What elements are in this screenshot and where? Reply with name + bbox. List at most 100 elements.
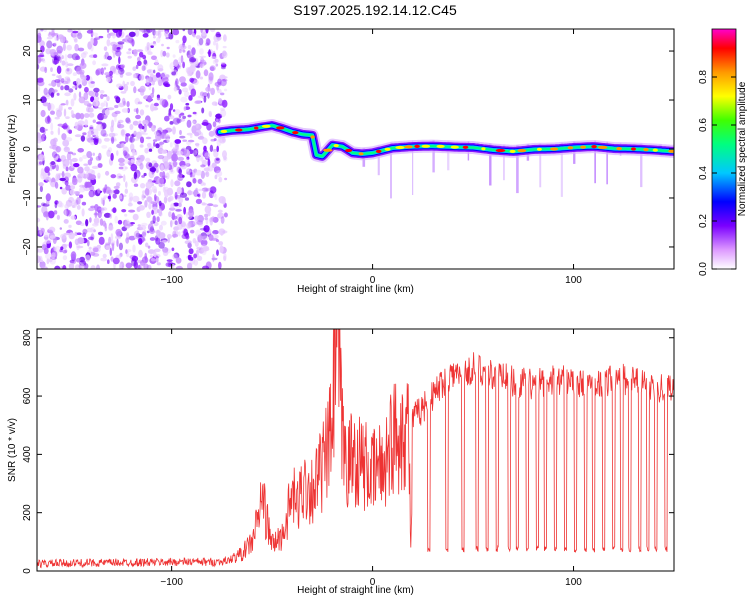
noise-speckle [82,154,88,159]
noise-speckle [40,109,46,118]
noise-speckle [153,141,156,147]
noise-speckle [152,29,156,36]
noise-speckle [201,191,207,199]
noise-speckle [163,158,169,167]
noise-speckle [80,135,86,142]
noise-speckle [59,56,62,63]
noise-speckle [82,228,88,235]
noise-speckle [95,135,99,139]
noise-speckle [62,139,70,147]
noise-speckle [213,138,217,142]
noise-speckle [40,96,47,104]
noise-speckle [114,110,121,115]
noise-speckle [176,150,184,156]
noise-speckle [136,107,139,114]
noise-speckle [49,258,56,265]
noise-speckle [87,250,93,253]
noise-speckle [156,37,161,43]
noise-speckle [154,131,159,136]
noise-speckle [106,149,111,157]
noise-speckle [172,230,177,239]
noise-speckle [139,162,144,170]
noise-speckle [150,45,154,48]
ridge-peak [567,146,574,150]
colorbar-tick-label: 0.4 [698,166,709,180]
noise-speckle [110,233,114,242]
noise-speckle [70,98,75,107]
noise-speckle [123,100,126,106]
noise-speckle [222,50,227,57]
noise-speckle [173,202,180,207]
noise-speckle [155,237,161,245]
noise-speckle [128,235,136,241]
noise-speckle [217,78,222,86]
ridge-peak [616,147,622,151]
noise-speckle [83,113,90,118]
noise-speckle [205,216,209,225]
noise-speckle [133,260,138,269]
ridge-peak [597,145,608,149]
noise-speckle [119,141,127,145]
noise-speckle [107,259,110,265]
noise-speckle [93,87,100,93]
noise-speckle [116,150,119,156]
noise-speckle [88,189,95,198]
noise-speckle [184,197,190,201]
noise-speckle [56,109,62,118]
noise-speckle [93,138,99,145]
noise-speckle [53,42,57,46]
noise-speckle [188,95,193,101]
noise-speckle [138,131,146,135]
noise-speckle [149,42,157,47]
noise-speckle [103,137,110,142]
noise-speckle [172,126,176,135]
noise-speckle [62,265,67,269]
noise-speckle [76,204,81,210]
noise-speckle [73,163,80,168]
noise-speckle [120,91,127,94]
noise-speckle [68,106,72,110]
noise-speckle [209,65,216,72]
noise-speckle [82,51,88,55]
noise-speckle [122,150,128,157]
noise-speckle [159,177,166,185]
noise-speckle [197,178,203,185]
noise-speckle [211,101,218,106]
noise-speckle [82,260,87,267]
noise-speckle [182,29,186,32]
noise-speckle [221,99,228,108]
noise-speckle [212,121,217,128]
spectral-streak [390,142,392,199]
noise-speckle [187,73,192,77]
noise-speckle [169,142,173,148]
noise-speckle [223,255,227,261]
noise-speckle [75,66,82,75]
noise-speckle [205,42,210,46]
noise-speckle [78,264,84,269]
noise-speckle [177,156,185,161]
noise-speckle [174,139,182,144]
noise-speckle [161,149,168,154]
noise-speckle [147,51,153,55]
noise-speckle [57,123,64,127]
noise-speckle [138,205,145,211]
ridge-peak [276,126,285,130]
noise-speckle [56,50,62,57]
noise-speckle [40,29,44,32]
noise-speckle [92,99,99,107]
noise-speckle [37,145,40,149]
noise-speckle [168,32,174,40]
noise-speckle [164,115,170,122]
noise-speckle [133,138,140,141]
noise-speckle [166,46,170,50]
noise-speckle [64,54,68,62]
noise-speckle [195,198,202,205]
noise-speckle [90,265,96,269]
ridge-peak [436,144,445,148]
noise-speckle [195,142,200,146]
noise-speckle [145,242,149,248]
noise-speckle [91,165,99,169]
noise-speckle [97,172,101,179]
noise-speckle [109,247,113,256]
